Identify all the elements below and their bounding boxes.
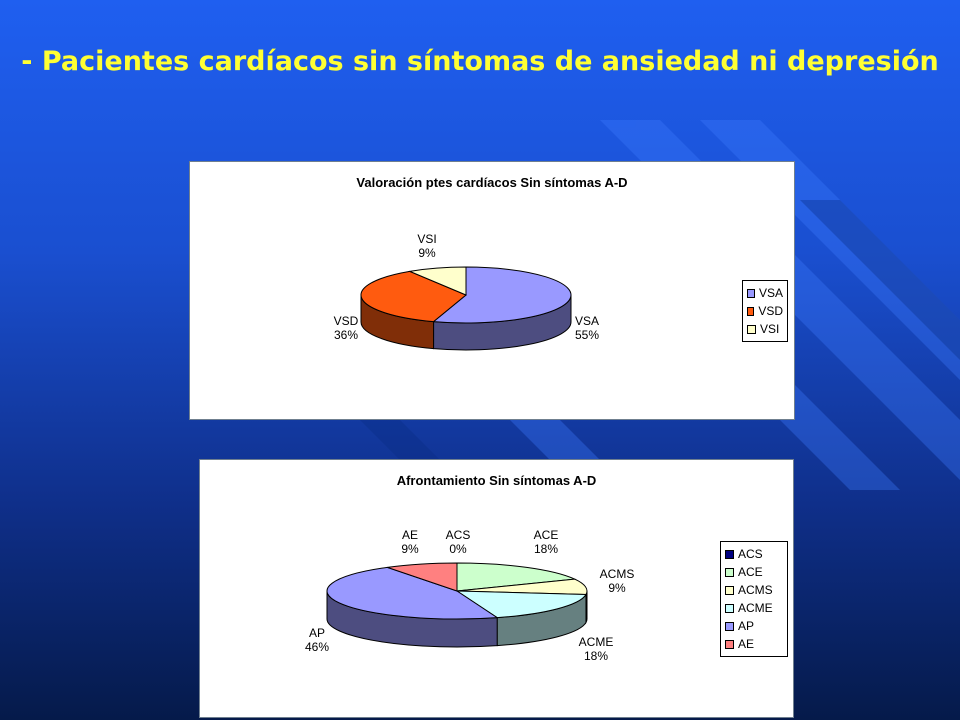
pie-slice-vsa <box>432 266 572 324</box>
legend-label: VSA <box>758 286 783 300</box>
pie-slice-vsd <box>360 270 467 323</box>
legend-item-ace: ACE <box>725 563 783 581</box>
legend-item-ae: AE <box>725 635 783 653</box>
legend-item-acme: ACME <box>725 599 783 617</box>
pie-slice-ae <box>387 562 458 592</box>
legend-label: ACME <box>738 601 773 615</box>
legend-swatch <box>747 288 755 298</box>
pie-chart-valoracion: VSA 55% VSD 36% VSI 9% <box>334 232 599 351</box>
data-label-acs: ACS 0% <box>446 528 471 556</box>
chart-legend: ACS ACE ACMS ACME AP AE <box>720 541 788 657</box>
chart-title: Valoración ptes cardíacos Sin síntomas A… <box>356 175 628 190</box>
legend-swatch <box>747 306 755 316</box>
legend-label: AP <box>738 619 755 633</box>
data-label-ace: ACE 18% <box>534 528 559 556</box>
legend-swatch <box>747 324 756 334</box>
legend-item-vsd: VSD <box>747 302 783 320</box>
chart-afrontamiento: ACS 0% ACE 18% ACMS 9% ACME 18% AP 46% AE 9% Afront… <box>199 459 794 718</box>
pie-slice-ace <box>456 562 577 592</box>
legend-item-vsi: VSI <box>747 320 783 338</box>
pie-tops <box>326 562 588 620</box>
data-label-vsi: VSI 9% <box>417 232 436 260</box>
pie-tops <box>360 266 572 324</box>
legend-item-acs: ACS <box>725 545 783 563</box>
chart-legend: VSA VSD VSI <box>742 280 788 342</box>
legend-swatch <box>725 603 734 613</box>
slide-title: - Pacientes cardíacos sin síntomas de an… <box>21 46 939 77</box>
legend-label: AE <box>738 637 755 651</box>
legend-label: ACE <box>738 565 763 579</box>
chart-valoracion: VSA 55% VSD 36% VSI 9% Valoración ptes cardía… <box>189 161 795 420</box>
pie-slice-vsi <box>407 266 467 296</box>
legend-swatch <box>725 567 734 577</box>
chart-title: Afrontamiento Sin síntomas A-D <box>396 473 597 488</box>
legend-swatch <box>725 585 734 595</box>
data-label-vsd: VSD 36% <box>334 314 359 342</box>
legend-swatch <box>725 639 734 649</box>
legend-swatch <box>725 549 734 559</box>
legend-label: ACMS <box>738 583 773 597</box>
legend-item-ap: AP <box>725 617 783 635</box>
data-label-vsa: VSA 55% <box>575 314 599 342</box>
data-label-acme: ACME 18% <box>579 635 614 663</box>
pie-chart-afrontamiento: ACS 0% ACE 18% ACMS 9% ACME 18% AP 46% AE 9% <box>305 528 635 663</box>
legend-item-vsa: VSA <box>747 284 783 302</box>
data-label-ae: AE 9% <box>401 528 419 556</box>
legend-swatch <box>725 621 734 631</box>
pie-slice-acme <box>455 590 587 619</box>
data-label-acms: ACMS 9% <box>600 567 635 595</box>
pie-slice-ap <box>326 566 499 620</box>
legend-label: VSD <box>758 304 783 318</box>
data-label-ap: AP 46% <box>305 626 329 654</box>
legend-item-acms: ACMS <box>725 581 783 599</box>
legend-label: VSI <box>760 322 780 336</box>
legend-label: ACS <box>738 547 763 561</box>
